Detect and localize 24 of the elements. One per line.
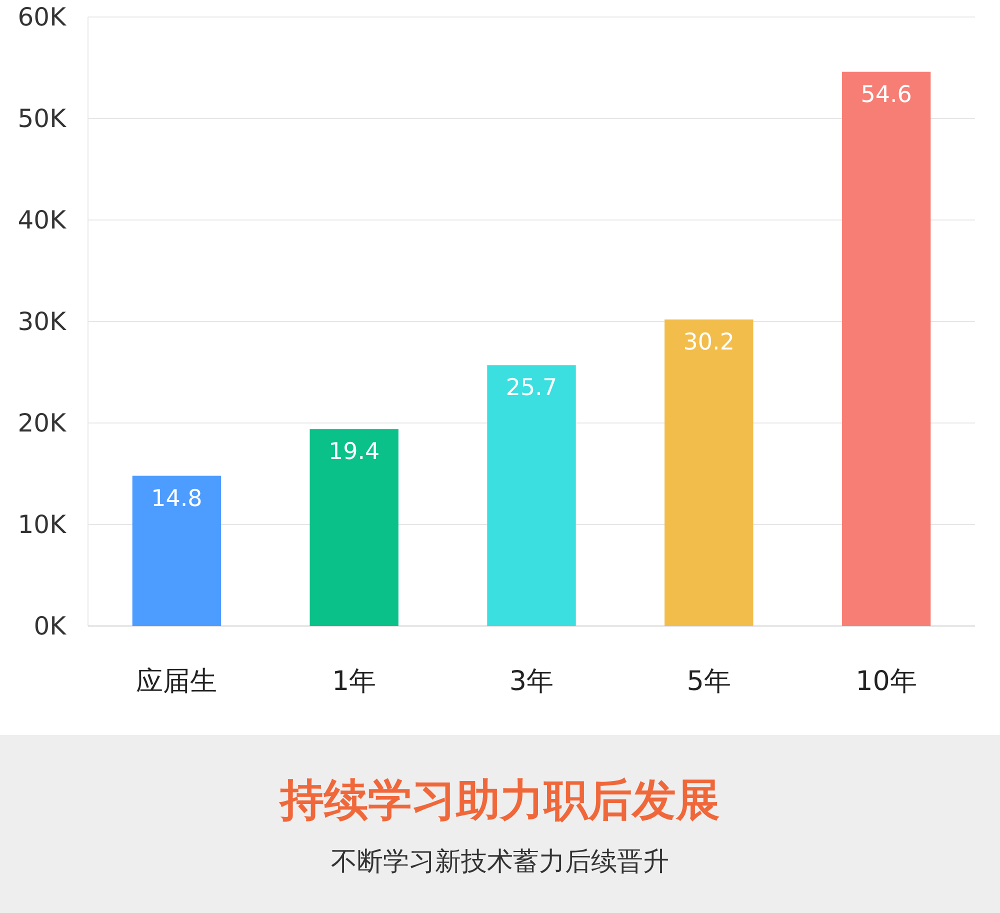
data-label: 19.4 — [328, 439, 380, 466]
y-tick-label: 40K — [18, 206, 67, 234]
text: 持续学习助力职后发展 — [278, 775, 720, 826]
x-tick-label: 应届生 — [136, 666, 218, 697]
y-tick-label: 20K — [18, 408, 67, 438]
data-label: 30.2 — [683, 329, 735, 356]
data-label: 14.8 — [151, 486, 202, 512]
x-tick-label: 3年 — [509, 666, 554, 697]
y-tick-label: 0K — [34, 612, 67, 640]
y-tick-label: 30K — [18, 307, 67, 336]
x-tick-label: 1年 — [332, 666, 376, 697]
x-tick-label: 10年 — [856, 666, 917, 697]
bar — [842, 72, 931, 626]
text: 不断学习新技术蓄力后续晋升 — [331, 847, 669, 877]
bar — [487, 365, 576, 626]
bar — [664, 319, 754, 626]
y-tick-label: 10K — [18, 510, 67, 539]
bar — [132, 476, 222, 626]
y-tick-label: 60K — [18, 2, 67, 32]
x-tick-label: 5年 — [686, 666, 731, 697]
y-tick-label: 50K — [18, 104, 67, 133]
data-label: 54.6 — [860, 82, 912, 108]
bar — [310, 429, 398, 626]
data-label: 25.7 — [506, 375, 558, 402]
